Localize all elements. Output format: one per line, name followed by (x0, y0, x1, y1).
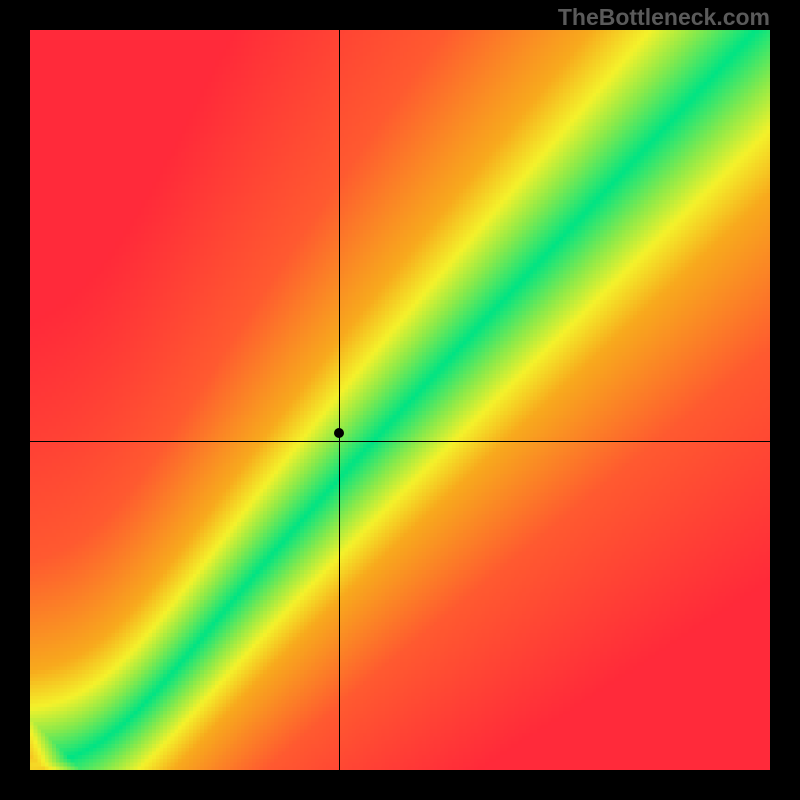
chart-container: TheBottleneck.com (0, 0, 800, 800)
crosshair-marker (334, 428, 344, 438)
heatmap-plot (30, 30, 770, 770)
crosshair-horizontal (30, 441, 770, 442)
crosshair-vertical (339, 30, 340, 770)
watermark-text: TheBottleneck.com (558, 4, 770, 31)
